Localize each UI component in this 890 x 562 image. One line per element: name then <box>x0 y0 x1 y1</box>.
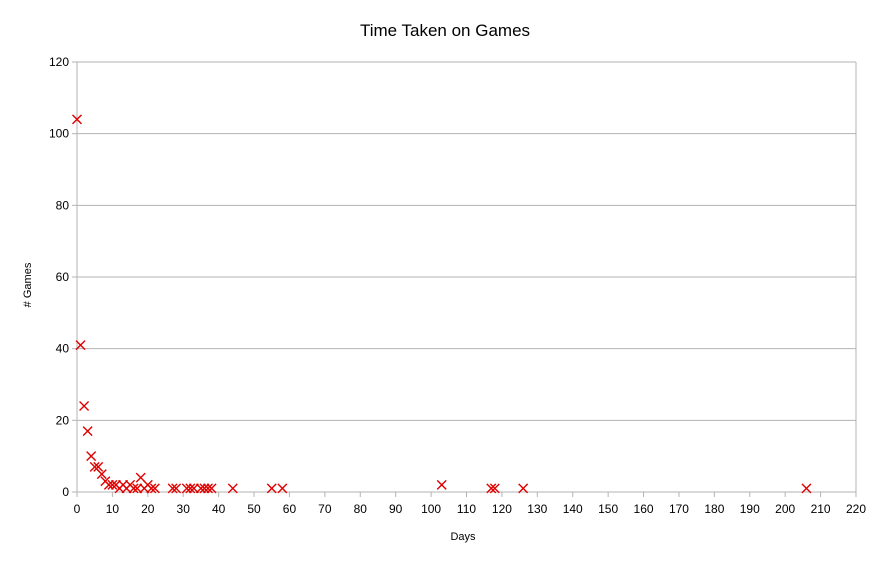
data-point <box>801 483 812 494</box>
data-point <box>518 483 529 494</box>
data-point <box>277 483 288 494</box>
data-points <box>72 114 812 494</box>
data-point <box>195 483 206 494</box>
y-tick-label: 80 <box>56 198 70 212</box>
data-point <box>149 483 160 494</box>
x-tick-label: 190 <box>740 502 760 516</box>
axes <box>72 61 857 497</box>
y-tick-label: 0 <box>62 485 69 499</box>
x-tick-label: 220 <box>846 502 866 516</box>
data-point <box>75 340 86 351</box>
data-point <box>132 483 143 494</box>
data-point <box>486 483 497 494</box>
data-point <box>227 483 238 494</box>
data-point <box>86 451 97 462</box>
y-tick-label: 120 <box>49 55 69 69</box>
data-point <box>199 483 210 494</box>
data-point <box>171 483 182 494</box>
data-point <box>185 483 196 494</box>
chart-title: Time Taken on Games <box>360 21 530 40</box>
data-point <box>188 483 199 494</box>
data-point <box>489 483 500 494</box>
x-tick-label: 20 <box>141 502 155 516</box>
data-point <box>72 114 82 125</box>
data-point <box>103 479 114 490</box>
x-tick-label: 120 <box>492 502 512 516</box>
data-point <box>96 469 107 480</box>
x-tick-label: 110 <box>457 502 476 516</box>
y-tick-label: 100 <box>49 127 69 141</box>
x-tick-label: 140 <box>563 502 583 516</box>
x-axis-label: Days <box>450 531 476 543</box>
data-point <box>128 483 139 494</box>
x-tick-label: 130 <box>527 502 547 516</box>
y-tick-labels: 0 20 40 60 80 100 120 <box>49 55 69 499</box>
x-tick-label: 200 <box>775 502 795 516</box>
x-tick-label: 100 <box>421 502 441 516</box>
x-tick-label: 150 <box>598 502 618 516</box>
x-tick-label: 90 <box>389 502 403 516</box>
x-tick-label: 210 <box>811 502 831 516</box>
data-point <box>436 479 447 490</box>
x-tick-label: 30 <box>177 502 191 516</box>
data-point <box>203 483 214 494</box>
data-point <box>146 483 157 494</box>
x-tick-labels: 0 10 20 30 40 50 60 70 80 90 100 110 120 130 140 150 160… <box>74 502 867 516</box>
y-tick-label: 40 <box>56 342 70 356</box>
y-tick-label: 20 <box>56 413 70 427</box>
data-point <box>82 426 93 437</box>
x-tick-label: 160 <box>634 502 654 516</box>
gridlines <box>77 61 856 493</box>
x-tick-label: 80 <box>354 502 368 516</box>
y-axis-label: # Games <box>22 262 34 307</box>
x-tick-label: 180 <box>704 502 724 516</box>
x-tick-label: 0 <box>74 502 81 516</box>
data-point <box>167 483 178 494</box>
x-tick-label: 10 <box>106 502 120 516</box>
x-tick-label: 50 <box>247 502 261 516</box>
y-tick-label: 60 <box>56 270 70 284</box>
x-tick-label: 170 <box>669 502 689 516</box>
data-point <box>79 401 90 411</box>
data-point <box>107 479 118 490</box>
data-point <box>93 461 104 472</box>
data-point <box>206 483 217 494</box>
x-tick-label: 40 <box>212 502 226 516</box>
x-tick-label: 60 <box>283 502 297 516</box>
x-tick-label: 70 <box>318 502 332 516</box>
data-point <box>266 483 277 494</box>
data-point <box>181 483 192 494</box>
